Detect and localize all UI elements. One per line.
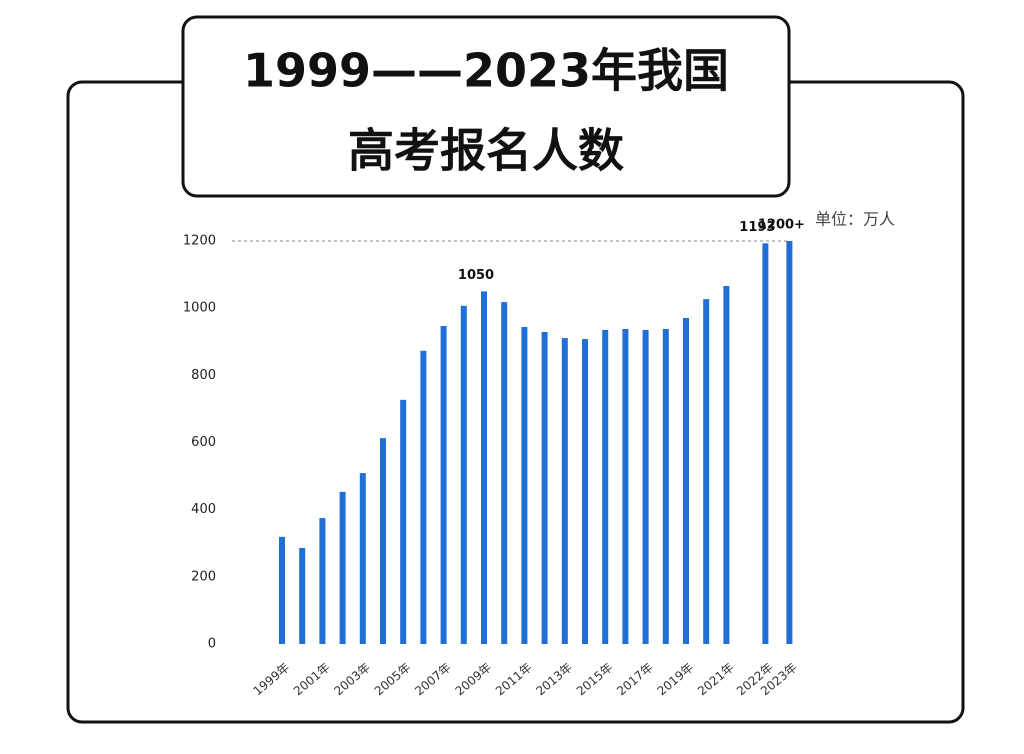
bar xyxy=(400,399,407,644)
y-tick-label: 200 xyxy=(191,569,216,584)
value-label: 1200+ xyxy=(758,218,805,233)
bar xyxy=(662,328,669,644)
bar xyxy=(622,328,629,644)
bar xyxy=(521,326,528,644)
y-tick-label: 600 xyxy=(191,435,216,450)
unit-label: 单位：万人 xyxy=(815,210,895,229)
bar xyxy=(786,241,793,644)
y-tick-label: 400 xyxy=(191,502,216,517)
y-tick-label: 1200 xyxy=(183,234,216,249)
value-label: 1050 xyxy=(458,268,494,283)
bar xyxy=(440,325,447,644)
bar xyxy=(582,339,588,644)
y-tick-label: 800 xyxy=(191,368,216,383)
title-box xyxy=(181,15,791,198)
bar xyxy=(279,536,285,644)
chart-title: 高考报名人数 xyxy=(348,124,624,178)
y-tick-label: 1000 xyxy=(183,301,216,316)
bar xyxy=(299,547,306,644)
bar xyxy=(602,329,609,644)
bar xyxy=(683,317,689,644)
bar xyxy=(561,338,568,644)
bar xyxy=(762,243,769,644)
bar xyxy=(380,438,386,644)
bar xyxy=(541,332,548,644)
bar xyxy=(501,302,508,644)
bar xyxy=(481,291,487,644)
bar xyxy=(319,518,326,644)
bar xyxy=(723,286,730,644)
y-tick-label: 0 xyxy=(208,637,216,652)
value-label: 1193 xyxy=(739,220,775,235)
chart-title: 1999——2023年我国 xyxy=(243,44,729,98)
bar xyxy=(642,329,649,644)
bar xyxy=(359,473,366,644)
bar xyxy=(339,491,346,644)
bar xyxy=(420,350,427,644)
bar xyxy=(703,299,710,644)
bar xyxy=(460,305,467,644)
